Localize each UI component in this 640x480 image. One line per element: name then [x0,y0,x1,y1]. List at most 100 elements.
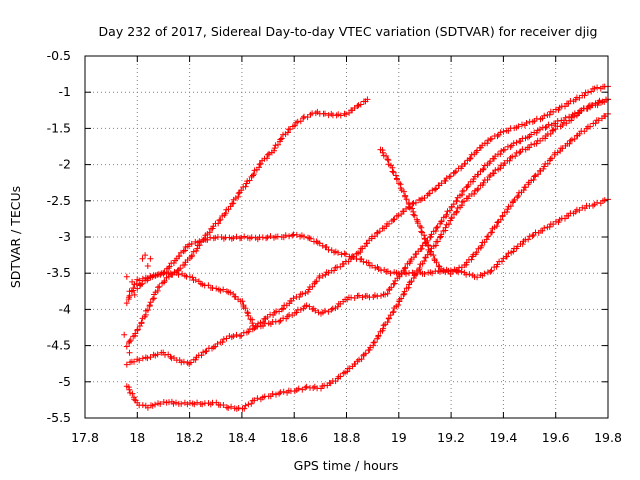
data-marker-track-2 [293,231,300,238]
data-marker-track-4 [395,212,402,219]
data-marker-track-6 [544,160,551,167]
data-marker-track-5 [157,401,164,407]
data-marker-track-2 [365,259,372,266]
data-marker-track-2 [437,268,443,275]
data-marker-track-5 [445,221,452,228]
plot-frame [84,55,609,419]
data-marker-track-6 [485,233,492,240]
data-marker-track-5 [303,383,310,390]
data-marker-track-4 [178,359,185,366]
data-marker-track-2 [301,233,307,240]
y-axis-label: SDTVAR / TECUs [8,186,23,288]
data-marker-track-2 [176,253,183,259]
data-marker-track-6 [383,153,390,159]
data-marker-track-4 [426,190,433,197]
data-marker-track-1 [144,307,151,313]
data-marker-track-4 [278,306,285,313]
data-marker-track-1 [156,283,163,290]
data-marker-track-3 [453,197,460,204]
data-marker-track-5 [139,402,146,409]
data-marker-track-5 [516,149,523,156]
data-marker-track-5 [571,113,577,120]
data-marker-track-5 [389,309,396,316]
data-marker-scattered [147,255,154,262]
data-marker-track-3 [242,305,249,312]
data-marker-track-4 [233,331,240,338]
x-tick-label: 19.4 [489,430,517,445]
data-marker-track-2 [463,271,470,278]
data-marker-track-5 [471,190,478,197]
data-marker-track-2 [188,240,195,247]
data-marker-track-1 [354,103,361,110]
data-marker-track-4 [230,333,237,340]
data-marker-track-3 [223,288,230,295]
data-marker-track-4 [245,328,252,335]
data-marker-track-6 [409,205,415,212]
data-marker-track-6 [392,172,399,179]
data-marker-track-4 [484,140,491,147]
data-marker-track-5 [542,135,549,142]
data-marker-track-2 [238,234,245,241]
data-marker-track-1 [217,216,224,223]
data-marker-track-3 [167,270,174,277]
data-marker-track-4 [541,112,548,119]
data-marker-track-2 [519,241,526,248]
data-marker-track-5 [438,231,445,238]
data-marker-track-6 [548,155,555,162]
data-marker-track-3 [475,171,482,178]
data-marker-track-5 [251,397,258,404]
data-marker-track-3 [402,264,409,271]
data-marker-track-6 [421,236,428,243]
y-tick-label: -2 [59,157,71,172]
data-marker-track-5 [596,97,603,104]
x-tick-label: 18.2 [176,430,204,445]
data-marker-track-2 [387,270,394,277]
data-marker-track-4 [180,358,187,365]
data-marker-track-6 [430,252,437,259]
data-marker-track-6 [494,219,501,226]
data-marker-track-2 [267,233,274,240]
data-marker-track-3 [149,273,156,280]
data-marker-track-4 [447,173,454,180]
data-marker-track-2 [180,248,187,255]
data-marker-track-1 [294,118,301,125]
data-marker-track-5 [453,208,460,215]
data-marker-track-6 [418,228,425,235]
data-marker-track-5 [412,271,419,278]
data-marker-track-4 [391,216,398,223]
data-marker-track-5 [568,117,575,124]
data-marker-track-5 [492,167,499,174]
data-marker-track-4 [443,175,450,182]
data-marker-track-5 [453,209,460,216]
data-marker-track-5 [269,390,276,397]
data-marker-track-5 [228,403,235,410]
data-marker-track-4 [515,123,522,130]
data-marker-track-2 [503,253,510,260]
data-marker-track-4 [331,267,338,274]
data-marker-track-4 [453,168,459,175]
data-marker-track-5 [461,198,467,205]
data-marker-track-4 [523,120,530,126]
data-marker-track-6 [532,172,539,179]
grid [85,56,608,418]
data-marker-track-5 [144,404,151,411]
data-marker-track-4 [412,199,419,206]
data-marker-track-4 [123,361,130,368]
data-marker-track-2 [282,232,289,239]
data-marker-track-5 [131,396,138,403]
data-marker-track-5 [358,356,365,363]
data-marker-scattered [131,291,138,298]
data-marker-track-3 [157,271,164,278]
data-marker-track-3 [391,280,398,287]
data-marker-track-2 [305,234,311,241]
data-marker-track-4 [198,352,205,359]
data-marker-track-4 [214,340,221,347]
data-marker-track-1 [250,171,257,178]
data-marker-track-3 [487,158,494,165]
data-marker-track-2 [207,234,214,241]
data-marker-track-5 [337,373,344,380]
data-marker-track-6 [504,209,510,215]
data-marker-track-1 [134,327,141,334]
data-marker-track-4 [386,220,392,227]
data-marker-track-1 [343,111,349,118]
